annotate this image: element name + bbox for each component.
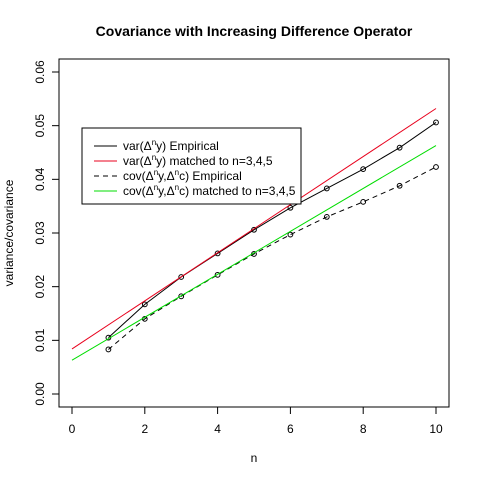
data-point: [360, 166, 367, 173]
data-point: [396, 182, 403, 189]
data-point: [178, 274, 185, 280]
series-line-0: [108, 122, 437, 339]
series-line-2: [108, 166, 437, 350]
data-point: [214, 250, 221, 257]
x-tick-label: 4: [214, 422, 221, 436]
x-axis: 0 2 4 6 8 10: [69, 406, 443, 436]
x-tick-label: 8: [360, 422, 367, 436]
legend-text-part: cov(Δ: [123, 184, 154, 198]
legend-text-part: y) Empirical: [156, 139, 219, 153]
y-tick-label: 0.00: [33, 382, 47, 406]
legend-entry-label: cov(Δny,Δnc) Empirical: [123, 168, 242, 183]
legend-superscript: n: [154, 183, 158, 192]
legend-text-part: y,Δ: [158, 169, 174, 183]
legend-superscript: n: [175, 183, 179, 192]
legend-superscript: n: [175, 168, 179, 177]
y-tick-label: 0.04: [33, 167, 47, 191]
legend-superscript: n: [152, 153, 156, 162]
y-tick-label: 0.03: [33, 221, 47, 245]
legend-superscript: n: [152, 138, 156, 147]
series-layer: [71, 108, 439, 361]
y-tick-label: 0.05: [33, 114, 47, 138]
x-tick-label: 6: [287, 422, 294, 436]
series-line-3: [71, 145, 437, 361]
series-line-1: [71, 108, 437, 350]
legend-text-part: cov(Δ: [123, 169, 154, 183]
legend-entry-label: cov(Δny,Δnc) matched to n=3,4,5: [123, 183, 296, 198]
x-tick-label: 10: [429, 422, 443, 436]
legend-text-part: var(Δ: [123, 154, 152, 168]
x-tick-label: 2: [141, 422, 148, 436]
data-point: [141, 301, 148, 308]
x-tick-label: 0: [69, 422, 76, 436]
data-point: [323, 214, 330, 220]
y-tick-label: 0.06: [33, 60, 47, 84]
data-point: [287, 204, 294, 211]
legend-text-part: var(Δ: [123, 139, 152, 153]
data-point: [105, 346, 112, 353]
y-tick-label: 0.02: [33, 275, 47, 299]
data-point: [287, 231, 294, 238]
data-point: [360, 198, 367, 205]
legend-text-part: y) matched to n=3,4,5: [156, 154, 273, 168]
legend-superscript: n: [154, 168, 158, 177]
data-point: [433, 119, 439, 126]
legend-box: [81, 127, 302, 205]
x-axis-label: n: [251, 451, 258, 465]
y-axis-label: variance/covariance: [2, 179, 16, 286]
legend-text-part: c) matched to n=3,4,5: [179, 184, 296, 198]
data-point: [323, 185, 330, 192]
legend-entry-label: var(Δny) matched to n=3,4,5: [123, 153, 273, 168]
data-point: [214, 271, 221, 278]
plot-frame: [58, 58, 450, 408]
y-axis: 0.00 0.01 0.02 0.03 0.04 0.05 0.06: [33, 60, 60, 406]
y-tick-label: 0.01: [33, 328, 47, 352]
legend-text-part: y,Δ: [158, 184, 174, 198]
data-point: [396, 144, 403, 151]
chart-title: Covariance with Increasing Difference Op…: [96, 23, 413, 39]
data-point: [433, 164, 439, 170]
legend-entry-label: var(Δny) Empirical: [123, 138, 219, 153]
data-point: [178, 293, 185, 300]
legend-text-part: c) Empirical: [179, 169, 242, 183]
